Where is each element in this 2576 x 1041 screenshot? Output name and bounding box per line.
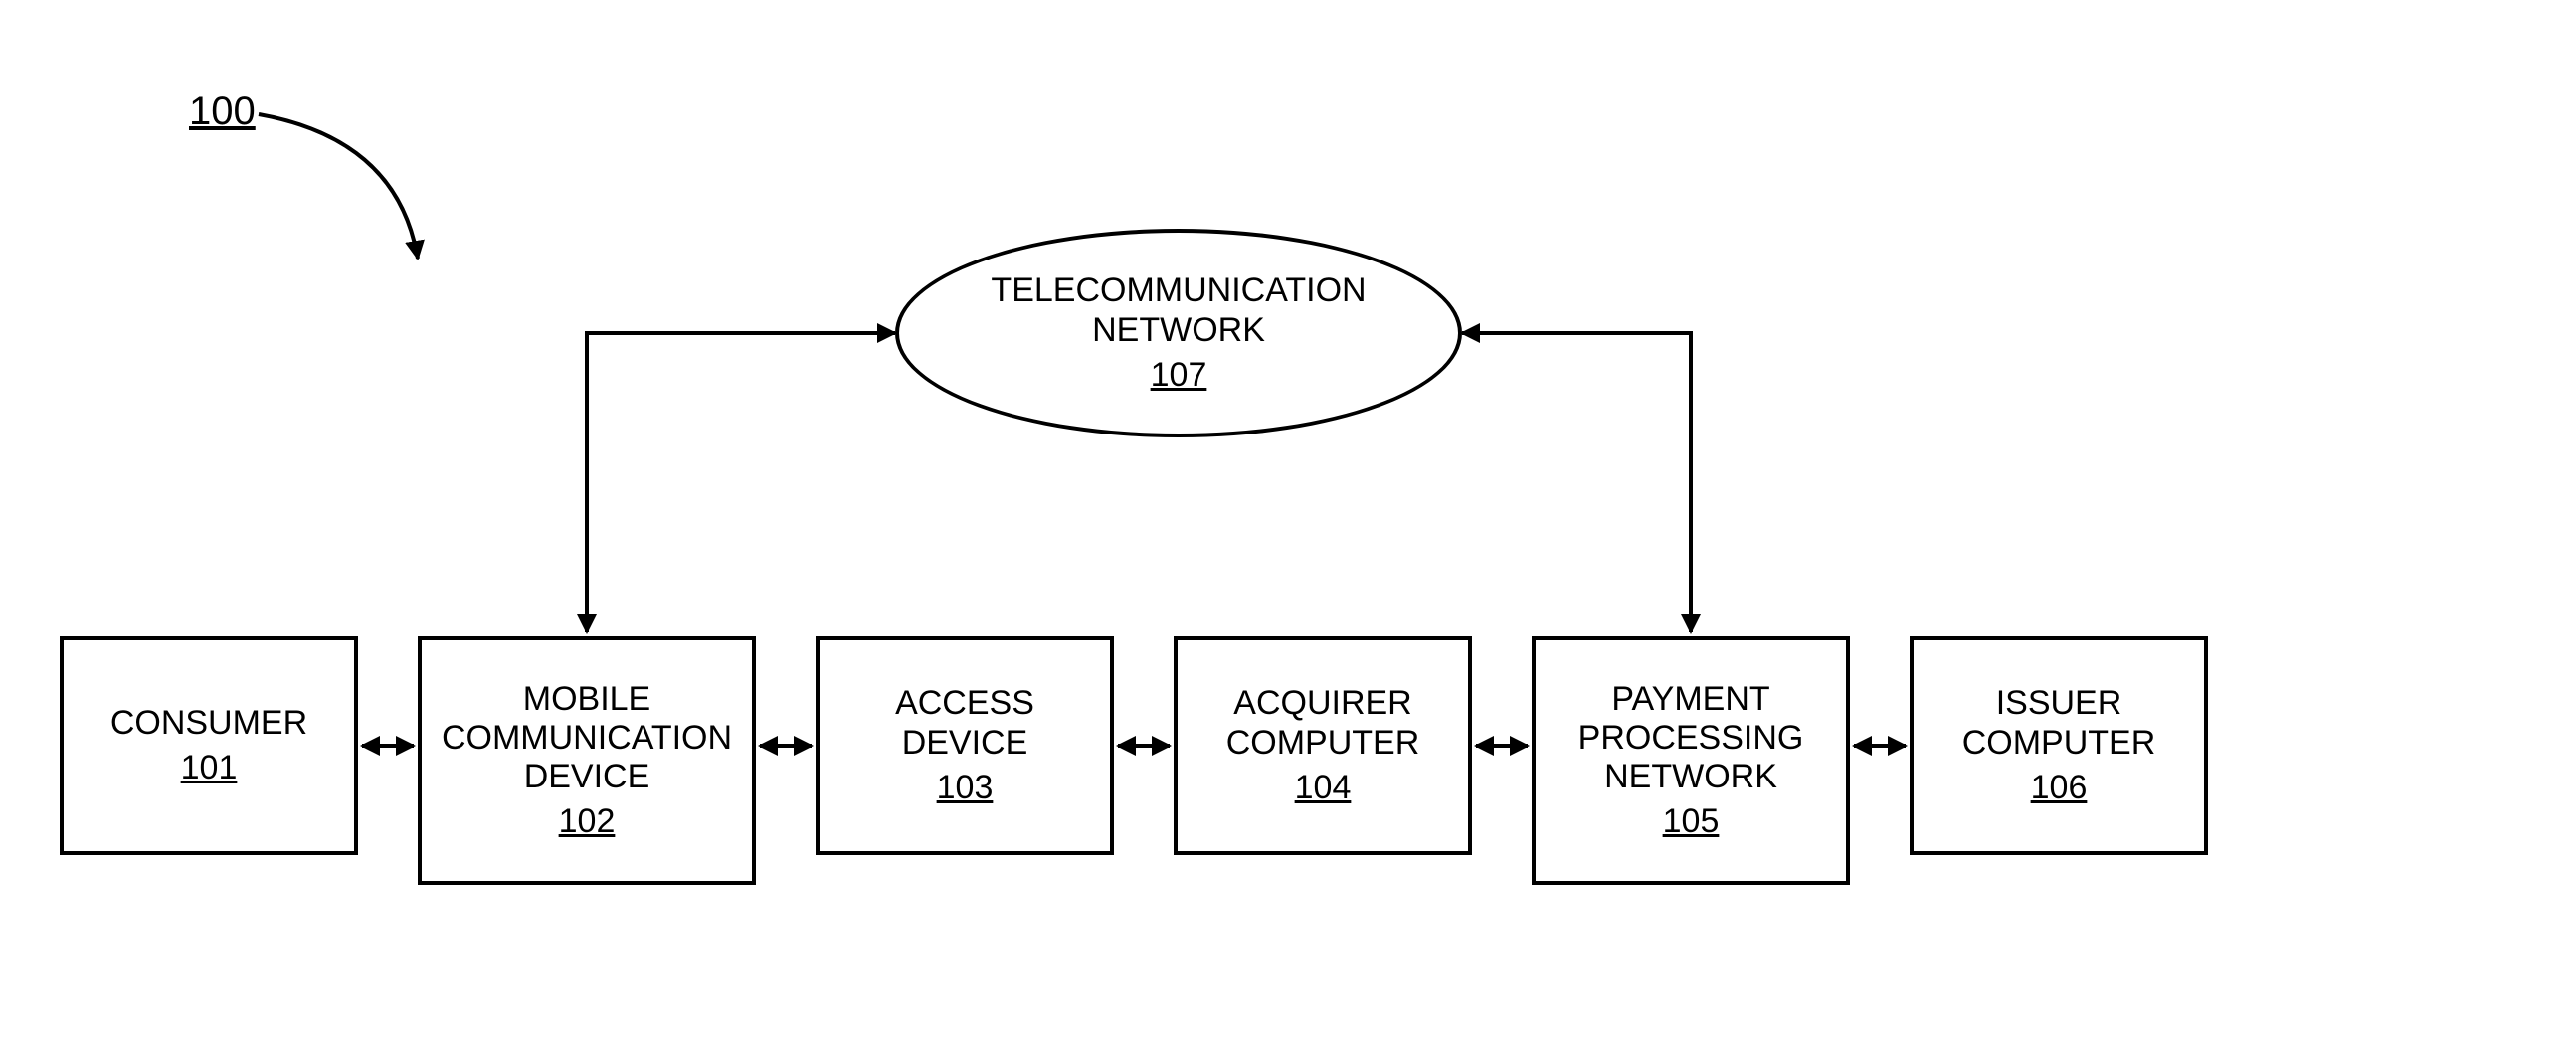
access-device-label: ACCESS DEVICE (895, 684, 1034, 762)
mobile-device-label: MOBILE COMMUNICATION DEVICE (442, 680, 732, 796)
figure-number: 100 (189, 89, 256, 134)
ppn-node: PAYMENT PROCESSING NETWORK 105 (1532, 636, 1850, 885)
access-device-num: 103 (937, 769, 994, 807)
issuer-label: ISSUER COMPUTER (1962, 684, 2156, 762)
telecom-network-label: TELECOMMUNICATION NETWORK (991, 271, 1366, 349)
ppn-label: PAYMENT PROCESSING NETWORK (1578, 680, 1804, 796)
telecom-to-mobile-arrow (587, 333, 895, 632)
acquirer-node: ACQUIRER COMPUTER 104 (1174, 636, 1472, 855)
issuer-node: ISSUER COMPUTER 106 (1910, 636, 2208, 855)
ppn-num: 105 (1663, 802, 1720, 841)
mobile-device-num: 102 (559, 802, 616, 841)
mobile-device-node: MOBILE COMMUNICATION DEVICE 102 (418, 636, 756, 885)
consumer-num: 101 (181, 749, 238, 787)
telecom-network-node: TELECOMMUNICATION NETWORK 107 (895, 229, 1462, 437)
diagram-canvas: 100 TELECOMMUNICATION NETWORK 107 CONSUM… (0, 0, 2576, 1041)
acquirer-num: 104 (1295, 769, 1352, 807)
figure-pointer-arrow (259, 114, 418, 259)
access-device-node: ACCESS DEVICE 103 (816, 636, 1114, 855)
telecom-to-ppn-arrow (1462, 333, 1691, 632)
acquirer-label: ACQUIRER COMPUTER (1226, 684, 1420, 762)
issuer-num: 106 (2031, 769, 2088, 807)
connectors-layer (0, 0, 2576, 1041)
consumer-node: CONSUMER 101 (60, 636, 358, 855)
telecom-network-num: 107 (1151, 356, 1207, 395)
consumer-label: CONSUMER (110, 704, 307, 743)
